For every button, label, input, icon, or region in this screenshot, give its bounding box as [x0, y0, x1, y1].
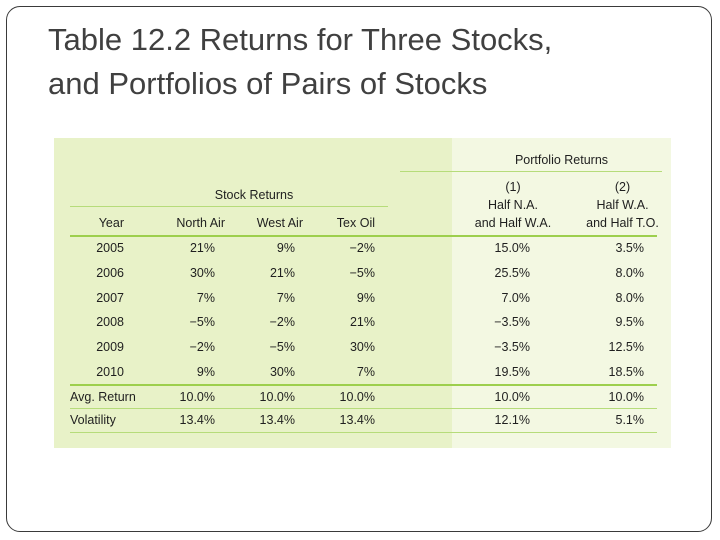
cell-tex-oil: 10.0% [339, 390, 375, 404]
col-header-west-air: West Air [256, 216, 303, 230]
header-rule [70, 235, 657, 237]
cell-north-air: −5% [189, 315, 215, 329]
cell-portfolio-1: 12.1% [494, 413, 530, 427]
cell-west-air: 21% [269, 266, 295, 280]
cell-portfolio-1: 7.0% [501, 291, 531, 305]
cell-portfolio-1: 19.5% [494, 365, 530, 379]
cell-north-air: 7% [196, 291, 215, 305]
col-header-portfolio-1: and Half W.A. [474, 216, 552, 230]
cell-tex-oil: −2% [349, 241, 375, 255]
cell-portfolio-1: 25.5% [494, 266, 530, 280]
cell-portfolio-2: 10.0% [608, 390, 644, 404]
cell-portfolio-2: 8.0% [615, 266, 645, 280]
portfolio-returns-band [452, 138, 671, 448]
cell-north-air: 21% [189, 241, 215, 255]
cell-portfolio-2: 9.5% [615, 315, 645, 329]
cell-portfolio-1: 15.0% [494, 241, 530, 255]
returns-table: Portfolio Returns (1) (2) Half N.A. Half… [54, 138, 671, 448]
cell-tex-oil: 9% [356, 291, 375, 305]
portfolio-header-rule [400, 171, 662, 172]
cell-north-air: 10.0% [179, 390, 215, 404]
cell-north-air: −2% [189, 340, 215, 354]
portfolio-1-number: (1) [505, 180, 521, 194]
slide-title-line-2: and Portfolios of Pairs of Stocks [48, 66, 488, 101]
summary-divider [70, 408, 657, 409]
cell-year: 2007 [96, 291, 124, 305]
cell-north-air: 9% [196, 365, 215, 379]
portfolio-1-line1: Half N.A. [487, 198, 538, 212]
summary-rule [70, 384, 657, 386]
col-header-north-air: North Air [176, 216, 225, 230]
cell-portfolio-2: 5.1% [615, 413, 645, 427]
cell-portfolio-1: 10.0% [494, 390, 530, 404]
cell-year: 2006 [96, 266, 124, 280]
cell-year: 2005 [96, 241, 124, 255]
cell-portfolio-1: −3.5% [494, 315, 530, 329]
cell-portfolio-2: 3.5% [615, 241, 645, 255]
cell-year: 2009 [96, 340, 124, 354]
cell-west-air: 13.4% [259, 413, 295, 427]
slide-title: Table 12.2 Returns for Three Stocks, and… [48, 18, 688, 106]
stock-header-rule [70, 206, 388, 207]
slide-frame [6, 6, 712, 532]
cell-tex-oil: −5% [349, 266, 375, 280]
col-header-portfolio-2: and Half T.O. [586, 216, 659, 230]
col-header-tex-oil: Tex Oil [336, 216, 375, 230]
portfolio-returns-header: Portfolio Returns [514, 153, 609, 167]
cell-year: 2010 [96, 365, 124, 379]
cell-west-air: 9% [276, 241, 295, 255]
cell-portfolio-2: 12.5% [608, 340, 644, 354]
cell-north-air: 13.4% [179, 413, 215, 427]
slide-title-line-1: Table 12.2 Returns for Three Stocks, [48, 22, 553, 57]
cell-tex-oil: 7% [356, 365, 375, 379]
cell-tex-oil: 13.4% [339, 413, 375, 427]
cell-west-air: 7% [276, 291, 295, 305]
portfolio-2-line1: Half W.A. [596, 198, 649, 212]
cell-portfolio-2: 18.5% [608, 365, 644, 379]
col-header-year: Year [98, 216, 124, 230]
cell-north-air: 30% [189, 266, 215, 280]
cell-row-label: Volatility [70, 413, 116, 427]
cell-portfolio-2: 8.0% [615, 291, 645, 305]
cell-row-label: Avg. Return [70, 390, 136, 404]
cell-tex-oil: 21% [349, 315, 375, 329]
portfolio-2-number: (2) [614, 180, 631, 194]
table-bottom-rule [70, 432, 657, 433]
cell-west-air: −2% [269, 315, 295, 329]
cell-west-air: −5% [269, 340, 295, 354]
stock-returns-header: Stock Returns [214, 188, 294, 202]
cell-tex-oil: 30% [349, 340, 375, 354]
cell-west-air: 10.0% [259, 390, 295, 404]
cell-portfolio-1: −3.5% [494, 340, 530, 354]
cell-year: 2008 [96, 315, 124, 329]
cell-west-air: 30% [269, 365, 295, 379]
